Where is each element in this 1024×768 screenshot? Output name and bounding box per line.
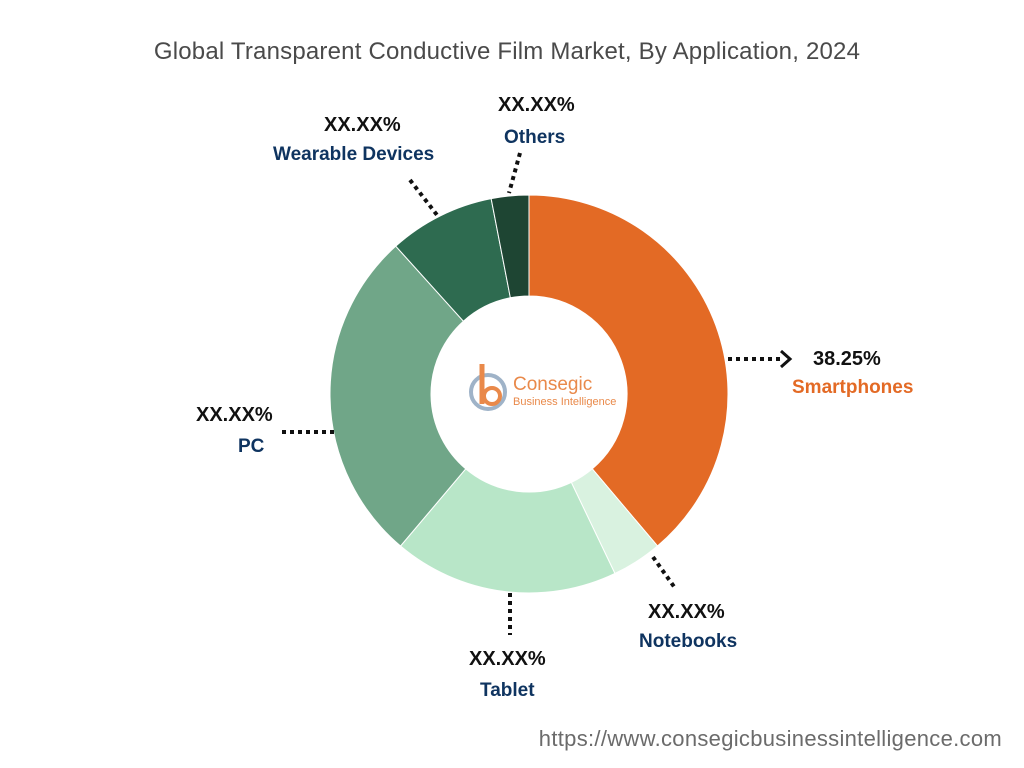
pct-notebooks: XX.XX% (648, 601, 725, 623)
pct-smartphones: 38.25% (813, 348, 881, 370)
logo-tagline: Business Intelligence (513, 396, 616, 408)
cat-smartphones: Smartphones (792, 377, 913, 398)
logo: Consegic Business Intelligence (469, 364, 616, 411)
cat-others: Others (504, 127, 565, 148)
slice-others (490, 194, 530, 299)
cat-pc: PC (238, 436, 265, 457)
donut-slices (329, 194, 729, 594)
pct-wearable: XX.XX% (324, 114, 401, 136)
slice-tablet (399, 468, 616, 594)
cat-notebooks: Notebooks (639, 631, 737, 652)
chart-title: Global Transparent Conductive Film Marke… (153, 38, 861, 65)
slice-pc (329, 245, 467, 547)
source-url[interactable]: https://www.consegicbusinessintelligence… (538, 726, 1002, 751)
slice-smartphones (528, 194, 729, 547)
leader-others (507, 152, 522, 194)
pct-others: XX.XX% (498, 94, 575, 116)
cat-tablet: Tablet (480, 680, 535, 701)
pct-pc: XX.XX% (196, 404, 273, 426)
logo-name: Consegic (513, 374, 592, 395)
arrow-icon (780, 349, 793, 369)
pct-tablet: XX.XX% (469, 648, 546, 670)
leader-wearable (408, 178, 439, 217)
logo-icon (469, 364, 507, 411)
leader-notebooks (651, 555, 677, 590)
cat-wearable: Wearable Devices (273, 144, 434, 165)
